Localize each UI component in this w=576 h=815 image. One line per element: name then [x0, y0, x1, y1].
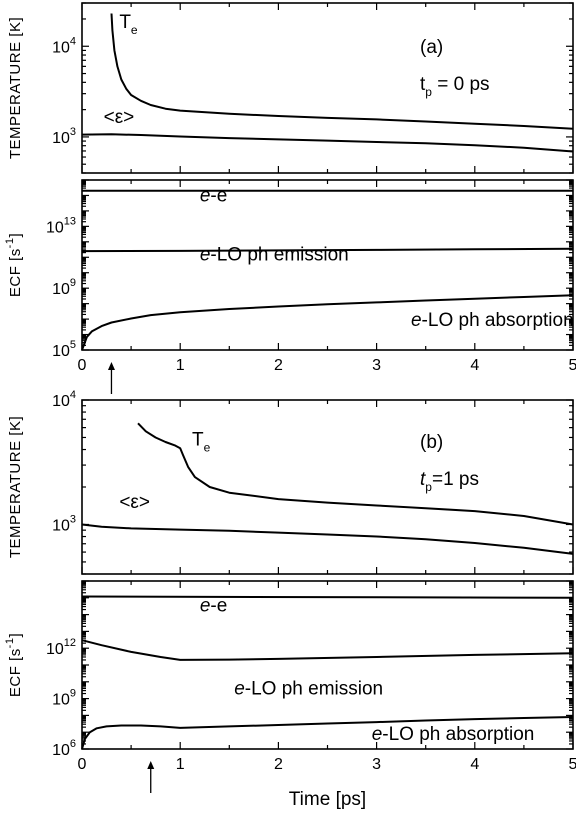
- x-tick-label: 1: [176, 357, 185, 374]
- y-axis-label: ECF [s-1]: [4, 633, 24, 697]
- y-tick-label: 109: [52, 277, 76, 298]
- series-label: Te: [119, 12, 138, 37]
- series-label: Te: [192, 430, 211, 455]
- x-tick-label: 0: [78, 357, 87, 374]
- series-label: <ε>: [119, 492, 150, 513]
- pulse-duration-label: tp = 0 ps: [420, 74, 490, 99]
- pulse-duration-label: tp=1 ps: [420, 469, 479, 494]
- plot-frame: [81, 399, 574, 575]
- series-line: [81, 133, 574, 153]
- y-tick-label: 106: [52, 738, 76, 759]
- x-tick-label: 1: [176, 756, 185, 773]
- series-line: [81, 523, 574, 555]
- series-label: e-LO ph emission: [200, 245, 349, 266]
- series-label: e-LO ph emission: [234, 678, 383, 699]
- y-tick-label: 1012: [46, 637, 76, 658]
- x-tick-label: 2: [274, 357, 283, 374]
- x-tick-label: 3: [372, 357, 381, 374]
- pulse-time-arrowhead: [147, 761, 155, 769]
- y-axis-label: ECF [s-1]: [4, 233, 24, 297]
- series-line: [81, 247, 574, 253]
- y-tick-label: 105: [52, 339, 76, 360]
- series-line: [110, 13, 574, 130]
- y-tick-label: 103: [52, 126, 76, 147]
- x-tick-label: 5: [569, 756, 576, 773]
- series-label: e-LO ph absorption: [372, 724, 535, 745]
- y-tick-label: 109: [52, 688, 76, 709]
- panel-a_temperature: 104 103 TEMPERATURE [K] Te <ε> (a) tp = 0 ps: [7, 2, 574, 174]
- y-tick-label: 103: [52, 513, 76, 534]
- series-line: [81, 716, 574, 750]
- x-axis-label: Time [ps]: [289, 789, 366, 810]
- series-label: e-LO ph absorption: [411, 310, 574, 331]
- panel-label: (a): [420, 37, 443, 58]
- y-tick-label: 1013: [46, 215, 76, 236]
- x-tick-label: 2: [274, 756, 283, 773]
- y-tick-label: 104: [52, 389, 76, 410]
- x-tick-label: 4: [470, 756, 479, 773]
- series-line: [137, 422, 574, 526]
- panel-label: (b): [420, 432, 443, 453]
- series-label: e-e: [200, 186, 227, 207]
- y-axis-label: TEMPERATURE [K]: [7, 416, 24, 558]
- series-line: [81, 639, 574, 661]
- series-line: [81, 294, 574, 351]
- series-label: e-e: [200, 596, 227, 617]
- x-tick-label: 0: [78, 756, 87, 773]
- y-tick-label: 104: [52, 35, 76, 56]
- series-label: <ε>: [104, 107, 135, 128]
- panel-b_temperature: 104 103 TEMPERATURE [K] Te <ε> (b) tp=1 ps: [7, 389, 574, 575]
- plot-frame: [81, 2, 574, 174]
- series-line: [81, 595, 574, 599]
- y-axis-label: TEMPERATURE [K]: [7, 17, 24, 159]
- x-tick-label: 4: [470, 357, 479, 374]
- x-tick-label: 3: [372, 756, 381, 773]
- pulse-time-arrowhead: [107, 362, 115, 370]
- x-tick-label: 5: [569, 357, 576, 374]
